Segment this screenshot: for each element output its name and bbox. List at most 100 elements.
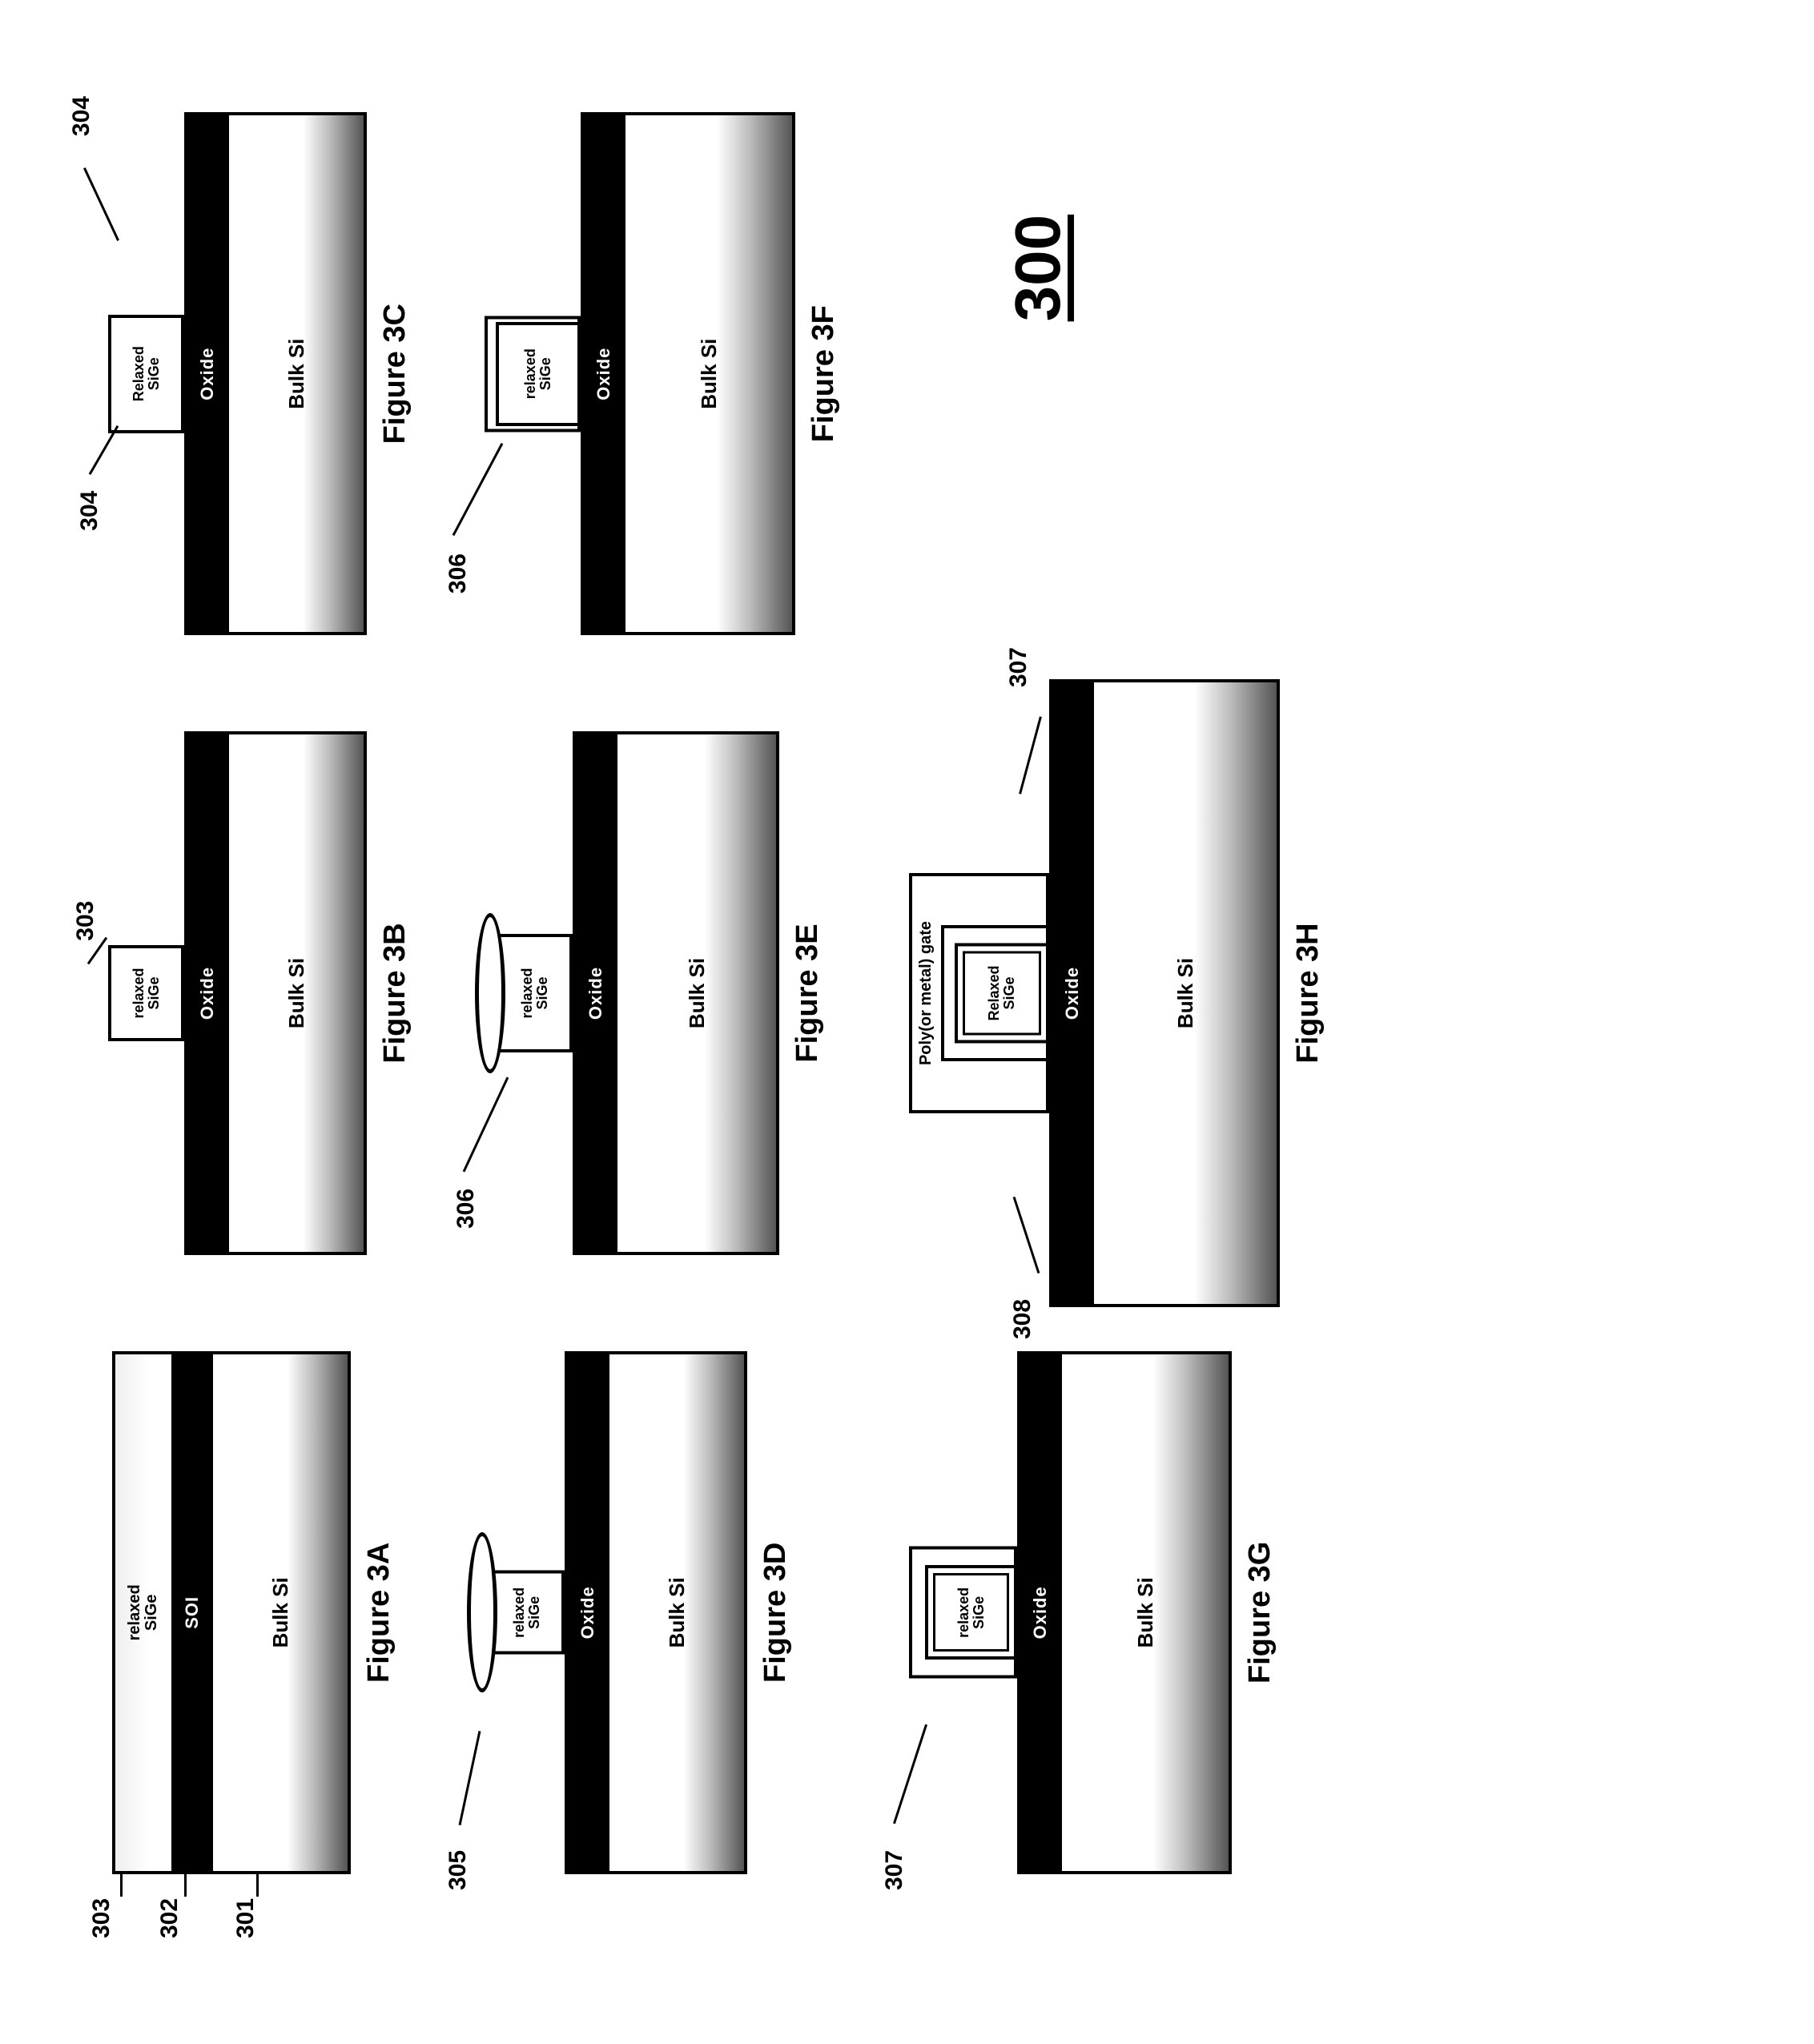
fig3c-bulk: Bulk Si — [227, 115, 364, 632]
mesa-caph: Relaxed — [987, 966, 1002, 1021]
fig3e-spacer-l — [497, 1038, 573, 1052]
mesa-l1: relaxed — [131, 968, 147, 1019]
fig3c-oxide: Oxide — [187, 115, 227, 632]
fig3c-stack: Oxide Bulk Si — [184, 112, 367, 635]
fig3e-bulk: Bulk Si — [616, 734, 776, 1251]
fig3f-sp-l — [496, 418, 581, 426]
fig3f-stack: Oxide Bulk Si — [581, 112, 795, 635]
fig3h-wrap: Oxide Bulk Si Poly(or metal) gate Relaxe… — [905, 679, 1280, 1307]
figure-3h: Oxide Bulk Si Poly(or metal) gate Relaxe… — [905, 731, 1325, 1254]
callout-304l: 304 — [76, 491, 103, 531]
callout-308: 308 — [1009, 1299, 1036, 1339]
leader-301 — [256, 1873, 259, 1897]
mesa-l2h: SiGe — [1002, 977, 1017, 1010]
fig3g-mesa: relaxed SiGe — [925, 1565, 1017, 1660]
caption-3d: Figure 3D — [758, 1543, 793, 1683]
fig3d-wrap: Oxide Bulk Si relaxed SiGe 305 — [477, 1351, 747, 1874]
callout-303b: 303 — [72, 901, 99, 941]
mesa-l2g: SiGe — [971, 1596, 987, 1629]
mesa-l2d: SiGe — [527, 1596, 542, 1629]
fig3e-hardmask — [475, 913, 505, 1073]
fig3b-oxide: Oxide — [187, 734, 227, 1251]
fig3e-stack: Oxide Bulk Si — [573, 731, 779, 1254]
caption-3h: Figure 3H — [1291, 923, 1325, 1063]
fig3a-bulk: Bulk Si — [211, 1354, 348, 1871]
mesa-l1e: relaxed — [520, 968, 535, 1019]
fig3e-wrap: Oxide Bulk Si relaxed SiGe 306 — [477, 731, 779, 1254]
leader-307h — [1019, 716, 1042, 794]
leader-304l — [89, 425, 119, 475]
sige-label-2: SiGe — [143, 1595, 160, 1632]
fig3g-stack: Oxide Bulk Si — [1017, 1351, 1232, 1874]
fig3d-stack: Oxide Bulk Si — [565, 1351, 747, 1874]
sige-label-1: relaxed — [127, 1584, 143, 1640]
fig3f-sp-r — [496, 322, 581, 330]
figure-3g: Oxide Bulk Si relaxed SiGe 307 Figure 3G — [905, 1351, 1325, 1874]
caption-3f: Figure 3F — [806, 305, 841, 442]
fig3c-spacer-l — [108, 419, 184, 433]
fig3f-oxide: Oxide — [584, 115, 624, 632]
figure-3f: Oxide Bulk Si relaxed SiGe 306 Figure 3F — [477, 112, 841, 635]
callout-305: 305 — [444, 1850, 472, 1890]
figure-set-label-cell: 300 — [905, 112, 1325, 635]
mesa-l1d: relaxed — [512, 1587, 527, 1638]
fig3e-oxide: Oxide — [576, 734, 616, 1251]
figure-3b: Oxide Bulk Si relaxed SiGe 303 Figure 3B — [112, 731, 412, 1254]
fig3b-bulk: Bulk Si — [227, 734, 364, 1251]
mesa-l2f: SiGe — [538, 357, 553, 390]
fig3g-bulk: Bulk Si — [1060, 1354, 1229, 1871]
fig3g-oxide: Oxide — [1020, 1354, 1060, 1871]
mesa-l1f: relaxed — [523, 348, 538, 399]
leader-305 — [459, 1731, 481, 1825]
caption-3c: Figure 3C — [378, 304, 412, 444]
caption-3a: Figure 3A — [362, 1543, 396, 1683]
mesa-l1g: relaxed — [956, 1587, 971, 1638]
fig3g-inner: relaxed SiGe — [933, 1573, 1009, 1652]
caption-3b: Figure 3B — [378, 923, 412, 1063]
fig3b-mesa: relaxed SiGe — [108, 945, 184, 1041]
fig3d-oxide: Oxide — [568, 1354, 608, 1871]
fig3h-stack: Oxide Bulk Si — [1049, 679, 1280, 1307]
fig3a-soi: SOI — [171, 1354, 211, 1871]
figure-3a: relaxed SiGe SOI Bulk Si 303 302 301 Fig… — [112, 1351, 412, 1874]
fig3e-mesa: relaxed SiGe — [497, 945, 573, 1041]
leader-307g — [893, 1724, 927, 1825]
fig3g-wrap: Oxide Bulk Si relaxed SiGe 307 — [905, 1351, 1232, 1874]
fig3d-hardmask — [467, 1532, 497, 1692]
fig3c-spacer-r — [108, 315, 184, 329]
callout-307g: 307 — [881, 1850, 908, 1890]
gate-label: Poly(or metal) gate — [917, 921, 935, 1065]
fig3b-wrap: Oxide Bulk Si relaxed SiGe 303 — [112, 731, 367, 1254]
fig3b-stack: Oxide Bulk Si — [184, 731, 367, 1254]
figure-3c: Oxide Bulk Si Relaxed SiGe 304 304 Figur… — [112, 112, 412, 635]
figure-3e: Oxide Bulk Si relaxed SiGe 306 Figure 3E — [477, 731, 841, 1254]
fig3f-wrap: Oxide Bulk Si relaxed SiGe 306 — [477, 112, 795, 635]
callout-304r: 304 — [68, 96, 95, 136]
fig3a-wrap: relaxed SiGe SOI Bulk Si 303 302 301 — [112, 1351, 351, 1874]
fig3c-wrap: Oxide Bulk Si Relaxed SiGe 304 304 — [112, 112, 367, 635]
leader-306f — [452, 443, 504, 536]
figure-set-number: 300 — [1001, 215, 1075, 321]
fig3h-bulk: Bulk Si — [1092, 682, 1277, 1304]
fig3h-inner: Relaxed SiGe — [963, 952, 1041, 1036]
fig3c-mesa: Relaxed SiGe — [108, 326, 184, 422]
leader-304r — [83, 167, 119, 241]
figure-page: relaxed SiGe SOI Bulk Si 303 302 301 Fig… — [112, 112, 1714, 1874]
caption-3e: Figure 3E — [790, 923, 825, 1062]
mesa-cap: Relaxed — [131, 346, 147, 401]
fig3f-bulk: Bulk Si — [624, 115, 792, 632]
fig3a-stack: relaxed SiGe SOI Bulk Si — [112, 1351, 351, 1874]
callout-306e: 306 — [452, 1189, 480, 1229]
fig3h-oxide: Oxide — [1052, 682, 1092, 1304]
mesa-l2c: SiGe — [147, 357, 162, 390]
fig3h-mesa: Relaxed SiGe — [955, 944, 1049, 1044]
callout-302: 302 — [156, 1898, 183, 1938]
leader-306e — [463, 1076, 509, 1172]
figure-grid: relaxed SiGe SOI Bulk Si 303 302 301 Fig… — [112, 112, 1325, 1874]
fig3a-sige: relaxed SiGe — [115, 1354, 171, 1871]
callout-301: 301 — [232, 1898, 259, 1938]
callout-306f: 306 — [444, 553, 472, 593]
fig3f-mesa: relaxed SiGe — [496, 327, 581, 421]
fig3d-bulk: Bulk Si — [608, 1354, 744, 1871]
mesa-l2: SiGe — [147, 977, 162, 1010]
